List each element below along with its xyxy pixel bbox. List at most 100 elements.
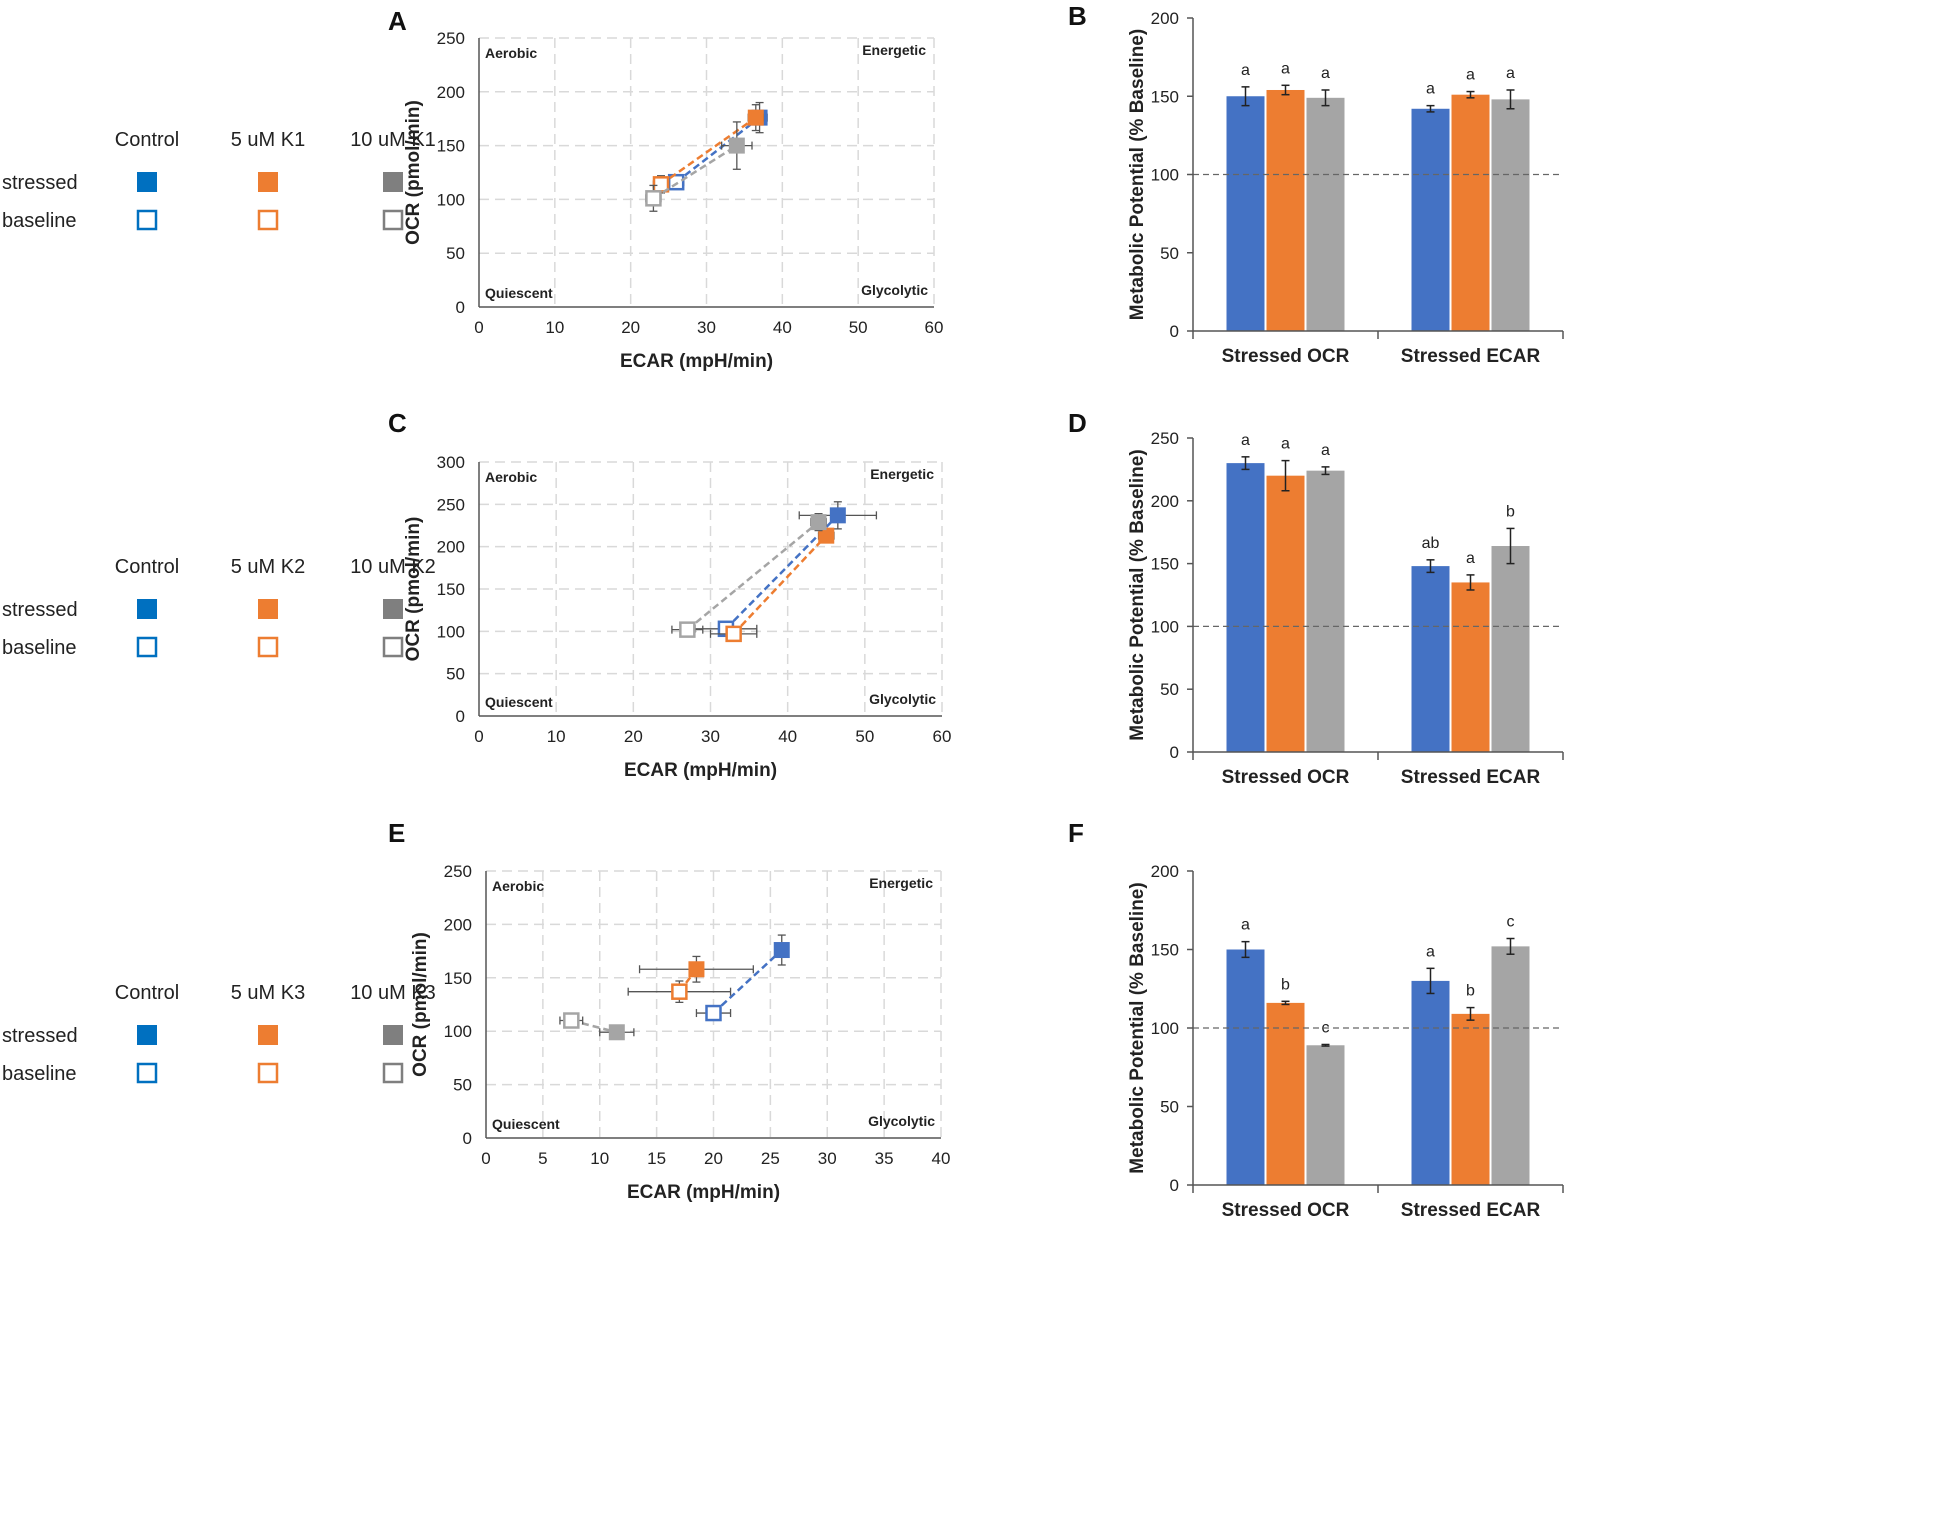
y-tick-label: 150 <box>444 969 472 988</box>
quadrant-label-glycolytic: Glycolytic <box>869 691 936 707</box>
significance-label: a <box>1281 60 1290 77</box>
bar <box>1411 566 1450 752</box>
x-tick-label: 10 <box>590 1149 609 1168</box>
y-axis-label: Metabolic Potential (% Baseline) <box>1127 29 1148 320</box>
significance-label: a <box>1426 81 1435 98</box>
bar <box>1306 97 1345 331</box>
legend-marker-open <box>257 209 279 231</box>
legend-row-label: stressed <box>2 1025 78 1047</box>
significance-label: b <box>1466 983 1475 1000</box>
x-tick-label: 25 <box>761 1149 780 1168</box>
quadrant-label-aerobic: Aerobic <box>485 45 537 61</box>
x-tick-label: 35 <box>875 1149 894 1168</box>
y-tick-label: 150 <box>1151 555 1179 574</box>
legend-marker-open <box>382 636 404 658</box>
quadrant-label-quiescent: Quiescent <box>485 285 553 301</box>
x-axis-label: ECAR (mpH/min) <box>620 351 773 372</box>
significance-label: a <box>1281 436 1290 453</box>
y-tick-label: 150 <box>437 137 465 156</box>
bar <box>1411 980 1450 1185</box>
y-tick-label: 200 <box>1151 492 1179 511</box>
legend-row-label: baseline <box>2 637 77 659</box>
scatter-panel-A: A 0 50 100 150 200 250 0 10 20 30 40 50 60 ECAR (mpH/m… <box>388 6 943 372</box>
y-tick-label: 300 <box>437 453 465 472</box>
stressed-point <box>829 507 846 524</box>
y-tick-label: 250 <box>444 862 472 881</box>
y-tick-label: 50 <box>453 1076 472 1095</box>
x-tick-label: 20 <box>621 318 640 337</box>
category-label: Stressed ECAR <box>1401 1200 1541 1221</box>
legend-header: 10 uM K3 <box>350 982 436 1004</box>
y-axis-label: Metabolic Potential (% Baseline) <box>1127 449 1148 740</box>
significance-label: b <box>1506 503 1515 520</box>
x-tick-label: 20 <box>624 727 643 746</box>
panel-letter: C <box>388 408 407 438</box>
legend-marker-filled <box>137 1025 157 1045</box>
quadrant-label-energetic: Energetic <box>869 875 933 891</box>
significance-label: a <box>1426 943 1435 960</box>
bar <box>1451 582 1490 752</box>
category-label: Stressed OCR <box>1222 1200 1350 1221</box>
panel-letter: F <box>1068 818 1084 848</box>
scatter-panel-E: E 0 50 100 150 200 250 0 5 10 15 20 25 30 35 40 ECAR (mp… <box>388 818 950 1203</box>
category-label: Stressed ECAR <box>1401 346 1541 367</box>
baseline-point <box>705 1004 722 1022</box>
legend-header: 5 uM K2 <box>231 556 305 578</box>
legend-2: Control 5 uM K2 10 uM K2 stressed baseline <box>2 556 436 659</box>
y-tick-label: 0 <box>463 1129 472 1148</box>
y-tick-label: 100 <box>437 622 465 641</box>
bar <box>1226 949 1265 1185</box>
connector-line <box>732 534 828 635</box>
y-tick-label: 100 <box>444 1022 472 1041</box>
y-tick-label: 200 <box>437 83 465 102</box>
legend-marker-filled <box>258 172 278 192</box>
legend-marker-filled <box>258 1025 278 1045</box>
significance-label: a <box>1321 65 1330 82</box>
legend-row-label: stressed <box>2 599 78 621</box>
baseline-point <box>645 190 662 207</box>
x-tick-label: 40 <box>932 1149 951 1168</box>
connector-line <box>712 949 783 1014</box>
y-tick-label: 50 <box>1160 244 1179 263</box>
stressed-point <box>810 514 827 531</box>
quadrant-label-energetic: Energetic <box>862 42 926 58</box>
legend-marker-filled <box>137 599 157 619</box>
significance-label: b <box>1281 976 1290 993</box>
baseline-point <box>563 1012 580 1029</box>
significance-label: a <box>1241 62 1250 79</box>
bar <box>1491 946 1530 1185</box>
stressed-point <box>773 942 790 959</box>
significance-label: a <box>1241 917 1250 934</box>
y-tick-label: 200 <box>437 538 465 557</box>
y-tick-label: 0 <box>456 298 465 317</box>
baseline-point <box>725 625 742 643</box>
y-tick-label: 50 <box>446 665 465 684</box>
legend-header: Control <box>115 129 179 151</box>
category-label: Stressed OCR <box>1222 346 1350 367</box>
y-tick-label: 50 <box>446 244 465 263</box>
legend-header: Control <box>115 556 179 578</box>
y-axis-label: OCR (pmol/min) <box>403 517 424 662</box>
quadrant-label-glycolytic: Glycolytic <box>868 1113 935 1129</box>
y-tick-label: 250 <box>437 495 465 514</box>
y-tick-label: 100 <box>1151 1019 1179 1038</box>
panel-letter: E <box>388 818 405 848</box>
x-axis-label: ECAR (mpH/min) <box>624 760 777 781</box>
significance-label: c <box>1507 914 1515 931</box>
y-tick-label: 200 <box>1151 862 1179 881</box>
bar <box>1266 1002 1305 1185</box>
y-tick-label: 150 <box>1151 87 1179 106</box>
stressed-point <box>608 1024 625 1041</box>
bar <box>1266 475 1305 752</box>
significance-label: a <box>1466 67 1475 84</box>
y-tick-label: 200 <box>444 915 472 934</box>
x-tick-label: 30 <box>818 1149 837 1168</box>
legend-header: Control <box>115 982 179 1004</box>
y-tick-label: 0 <box>1170 743 1179 762</box>
y-tick-label: 0 <box>1170 1176 1179 1195</box>
legend-marker-open <box>382 1062 404 1084</box>
y-tick-label: 50 <box>1160 680 1179 699</box>
bar <box>1306 470 1345 752</box>
baseline-point <box>679 621 696 638</box>
